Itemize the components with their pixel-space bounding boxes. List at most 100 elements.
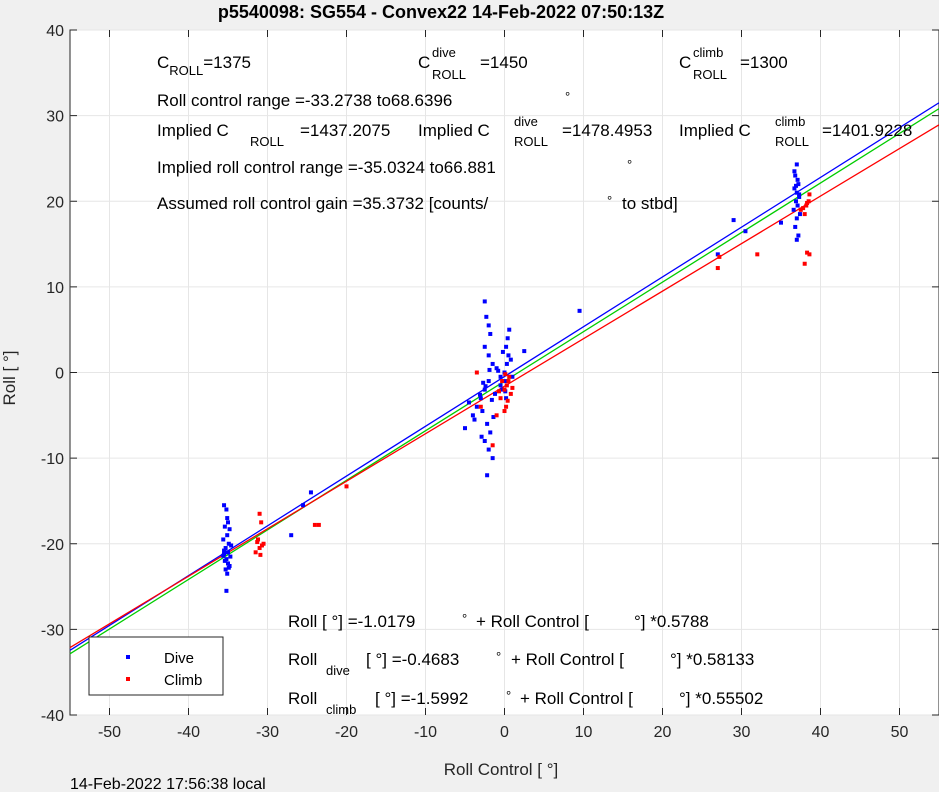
- dive-point: [796, 182, 801, 187]
- dive-point: [308, 490, 313, 495]
- climb-point: [257, 546, 262, 551]
- dive-point: [224, 507, 229, 512]
- c-climb-label: C: [679, 53, 691, 72]
- dive-point: [222, 503, 227, 508]
- climb-point: [755, 252, 760, 257]
- dive-point: [478, 392, 483, 397]
- climb-point: [316, 522, 321, 527]
- fit-all-roll-control: + Roll Control [: [476, 612, 589, 631]
- c-dive-sub: ROLL: [432, 67, 466, 82]
- dive-point: [486, 353, 491, 358]
- dive-point: [715, 252, 720, 257]
- dive-point: [794, 190, 799, 195]
- dive-point: [482, 387, 487, 392]
- climb-point: [490, 443, 495, 448]
- x-tick-label: -30: [256, 724, 279, 741]
- dive-point: [485, 421, 490, 426]
- y-tick-label: -30: [41, 622, 64, 639]
- dive-point: [504, 344, 509, 349]
- dive-point: [797, 212, 802, 217]
- x-tick-label: 20: [654, 724, 672, 741]
- fit-climb-degree: °: [506, 688, 511, 703]
- climb-point: [506, 379, 511, 384]
- y-tick-label: -20: [41, 537, 64, 554]
- fit-all-slope: °] *0.5788: [634, 612, 709, 631]
- x-tick-label: -50: [98, 724, 121, 741]
- dive-point: [502, 379, 507, 384]
- climb-point: [717, 254, 722, 259]
- climb-point: [807, 192, 812, 197]
- dive-point: [228, 554, 233, 559]
- dive-point: [226, 561, 230, 566]
- dive-point: [494, 366, 499, 371]
- dive-point: [794, 199, 799, 204]
- climb-point: [807, 252, 812, 257]
- dive-point: [793, 173, 798, 178]
- implied-c-dive-sub: ROLL: [514, 134, 548, 149]
- dive-point: [500, 349, 505, 354]
- dive-point: [792, 186, 797, 191]
- dive-point: [779, 220, 783, 225]
- dive-point: [486, 379, 491, 384]
- climb-point: [502, 387, 507, 392]
- climb-point: [494, 413, 499, 418]
- dive-point: [486, 323, 491, 328]
- x-tick-label: -10: [414, 724, 437, 741]
- dive-point: [795, 203, 800, 208]
- dive-point: [507, 327, 512, 332]
- implied-c-climb-value: =1401.9228: [822, 121, 912, 140]
- dive-point: [504, 396, 509, 401]
- climb-point: [498, 396, 503, 401]
- implied-c-dive-sup: dive: [514, 114, 538, 129]
- dive-point: [223, 546, 228, 551]
- fit-climb-slope: °] *0.55502: [679, 689, 763, 708]
- climb-point: [256, 537, 261, 542]
- climb-point: [257, 511, 262, 516]
- assumed-roll-control-gain: Assumed roll control gain =35.3732 [coun…: [157, 194, 489, 213]
- x-tick-label: -20: [335, 724, 358, 741]
- dive-point: [472, 417, 477, 422]
- fit-all-degree: °: [462, 611, 467, 626]
- dive-point: [498, 383, 503, 388]
- climb-point: [478, 404, 483, 409]
- dive-point: [222, 524, 227, 529]
- dive-point: [226, 550, 230, 555]
- implied-c-climb: Implied C: [679, 121, 751, 140]
- x-tick-label: 50: [891, 724, 909, 741]
- c-climb-sub: ROLL: [693, 67, 727, 82]
- climb-point: [344, 484, 349, 489]
- climb-point: [508, 391, 513, 396]
- climb-point: [505, 398, 510, 403]
- implied-roll-control-range: Implied roll control range =-35.0324 to6…: [157, 158, 496, 177]
- climb-point: [500, 379, 505, 384]
- gain-degree-symbol: °: [607, 193, 612, 208]
- y-tick-label: -10: [41, 451, 64, 468]
- dive-point: [791, 207, 796, 212]
- dive-point: [796, 233, 801, 238]
- c-climb-sup: climb: [693, 45, 723, 60]
- dive-point: [484, 314, 489, 319]
- y-tick-label: -40: [41, 708, 64, 725]
- dive-point: [222, 558, 227, 563]
- x-tick-label: -40: [177, 724, 200, 741]
- climb-point: [507, 374, 512, 379]
- dive-point: [226, 541, 231, 546]
- y-tick-label: 40: [46, 23, 64, 40]
- gain-end: to stbd]: [622, 194, 678, 213]
- climb-point: [802, 261, 807, 266]
- climb-point: [502, 409, 507, 414]
- dive-point: [221, 553, 226, 558]
- implied-c-roll-sub: ROLL: [250, 134, 284, 149]
- dive-point: [505, 336, 510, 341]
- climb-point: [805, 250, 810, 255]
- climb-point: [496, 389, 501, 394]
- x-tick-label: 0: [500, 724, 509, 741]
- dive-point: [500, 387, 505, 392]
- climb-point: [312, 522, 317, 527]
- implied-c-climb-sub: ROLL: [775, 134, 809, 149]
- fit-dive-sub: dive: [326, 663, 350, 678]
- dive-point: [223, 567, 228, 572]
- dive-point: [508, 357, 513, 362]
- legend: Dive Climb: [88, 636, 224, 696]
